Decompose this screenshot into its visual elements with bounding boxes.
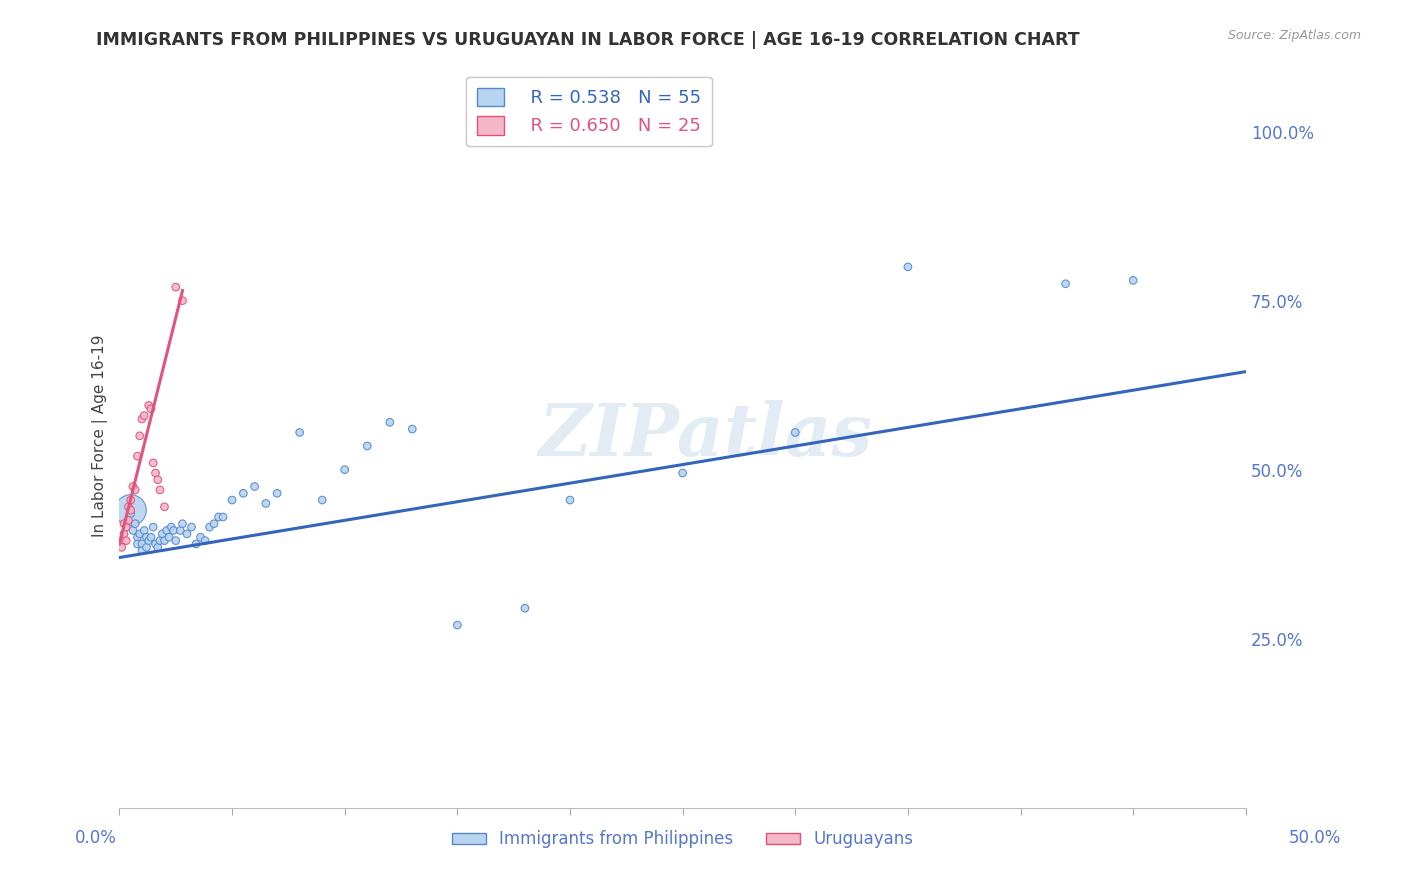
Point: [198, 520, 221, 534]
Point: [254, 496, 277, 510]
Point: [156, 524, 179, 538]
Point: [128, 526, 150, 541]
Point: [131, 543, 153, 558]
Point: [112, 526, 135, 541]
Point: [120, 503, 142, 517]
Point: [172, 516, 194, 531]
Point: [153, 500, 176, 514]
Point: [513, 601, 536, 615]
Point: [190, 530, 212, 544]
Point: [207, 510, 229, 524]
Point: [111, 541, 134, 555]
Point: [212, 510, 235, 524]
Point: [142, 456, 165, 470]
Point: [124, 516, 146, 531]
Point: [138, 533, 160, 548]
Point: [243, 479, 266, 493]
Point: [153, 533, 176, 548]
Point: [138, 399, 160, 413]
Point: [172, 293, 194, 308]
Point: [145, 466, 167, 480]
Point: [139, 401, 162, 416]
Point: [333, 462, 356, 476]
Point: [122, 524, 145, 538]
Point: [117, 500, 139, 514]
Point: [122, 479, 145, 493]
Point: [378, 415, 401, 429]
Point: [135, 530, 157, 544]
Point: [139, 530, 162, 544]
Point: [785, 425, 807, 440]
Point: [149, 483, 172, 497]
Point: [194, 533, 217, 548]
Point: [1054, 277, 1077, 291]
Point: [446, 618, 468, 632]
Point: [311, 493, 333, 508]
Point: [146, 541, 169, 555]
Point: [184, 537, 207, 551]
Point: [149, 533, 172, 548]
Point: [672, 466, 695, 480]
Point: [558, 493, 581, 508]
Text: ZIPatlas: ZIPatlas: [538, 401, 872, 471]
Point: [145, 537, 167, 551]
Point: [157, 530, 180, 544]
Point: [115, 533, 138, 548]
Point: [120, 503, 142, 517]
Point: [120, 507, 142, 521]
Point: [120, 493, 142, 508]
Point: [169, 524, 191, 538]
Point: [221, 493, 243, 508]
Text: 50.0%: 50.0%: [1288, 829, 1341, 847]
Y-axis label: In Labor Force | Age 16-19: In Labor Force | Age 16-19: [93, 334, 108, 537]
Point: [135, 541, 157, 555]
Point: [266, 486, 288, 500]
Point: [180, 520, 202, 534]
Point: [142, 520, 165, 534]
Legend:   R = 0.538   N = 55,   R = 0.650   N = 25: R = 0.538 N = 55, R = 0.650 N = 25: [467, 77, 711, 146]
Point: [160, 520, 183, 534]
Text: 0.0%: 0.0%: [75, 829, 117, 847]
Point: [111, 533, 134, 548]
Point: [117, 513, 139, 527]
Point: [356, 439, 378, 453]
Point: [134, 409, 156, 423]
Point: [146, 473, 169, 487]
Point: [131, 412, 153, 426]
Point: [165, 533, 187, 548]
Point: [1122, 273, 1144, 287]
Text: Source: ZipAtlas.com: Source: ZipAtlas.com: [1227, 29, 1361, 42]
Point: [112, 516, 135, 531]
Point: [897, 260, 920, 274]
Point: [162, 524, 184, 538]
Point: [127, 530, 149, 544]
Point: [134, 524, 156, 538]
Point: [128, 429, 150, 443]
Point: [232, 486, 254, 500]
Text: IMMIGRANTS FROM PHILIPPINES VS URUGUAYAN IN LABOR FORCE | AGE 16-19 CORRELATION : IMMIGRANTS FROM PHILIPPINES VS URUGUAYAN…: [96, 31, 1080, 49]
Point: [288, 425, 311, 440]
Point: [124, 483, 146, 497]
Point: [131, 537, 153, 551]
Point: [115, 520, 138, 534]
Point: [127, 537, 149, 551]
Point: [202, 516, 225, 531]
Point: [401, 422, 423, 436]
Point: [176, 526, 198, 541]
Point: [165, 280, 187, 294]
Point: [127, 449, 149, 463]
Point: [150, 526, 173, 541]
